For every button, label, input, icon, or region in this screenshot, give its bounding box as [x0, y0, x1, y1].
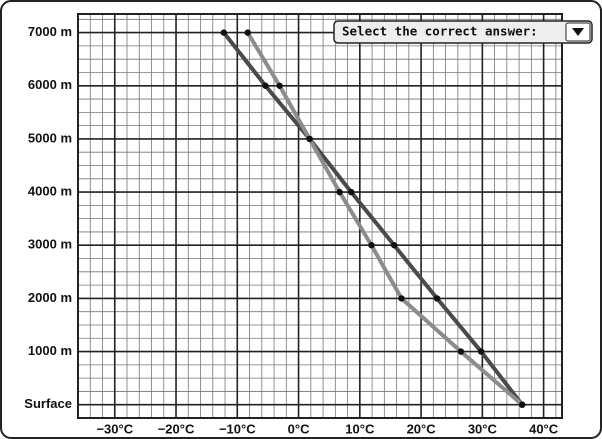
data-point: [276, 82, 283, 89]
x-tick-label: 10°C: [345, 421, 375, 436]
dropdown-box[interactable]: [333, 20, 593, 44]
series-line: [245, 31, 524, 407]
y-tick-label: 1000 m: [28, 343, 72, 358]
data-point: [518, 401, 526, 408]
y-tick-label: 4000 m: [28, 184, 72, 199]
x-tick-label: −30°C: [96, 421, 133, 436]
x-tick-label: 30°C: [468, 421, 498, 436]
data-point: [306, 135, 313, 143]
data-point: [244, 29, 251, 36]
dropdown-label[interactable]: Select the correct answer:: [342, 24, 538, 39]
y-tick-label: 7000 m: [28, 24, 72, 39]
dropdown[interactable]: Select the correct answer:: [333, 20, 593, 44]
x-tick-label: 40°C: [529, 421, 559, 436]
data-point: [390, 242, 398, 249]
data-point: [220, 29, 228, 36]
x-tick-label: 0°C: [288, 421, 310, 436]
data-point: [433, 295, 441, 302]
series-line: [222, 31, 524, 406]
y-tick-label: 2000 m: [28, 290, 72, 305]
marks: [220, 29, 526, 408]
dropdown-arrow[interactable]: [572, 28, 584, 36]
data-point: [336, 188, 343, 196]
grid: [77, 14, 562, 419]
y-tick-label: Surface: [24, 396, 72, 411]
data-point: [368, 242, 375, 249]
y-tick-label: 3000 m: [28, 237, 72, 252]
x-tick-label: −20°C: [158, 421, 195, 436]
data-point: [348, 188, 355, 196]
x-tick-label: −10°C: [219, 421, 256, 436]
y-tick-label: 5000 m: [28, 130, 72, 145]
data-point: [477, 348, 485, 355]
plot-border: [77, 13, 563, 419]
y-tick-label: 6000 m: [28, 77, 72, 92]
data-point: [457, 348, 465, 355]
x-tick-label: 20°C: [407, 421, 437, 436]
data-point: [262, 82, 269, 89]
data-point: [398, 295, 405, 302]
